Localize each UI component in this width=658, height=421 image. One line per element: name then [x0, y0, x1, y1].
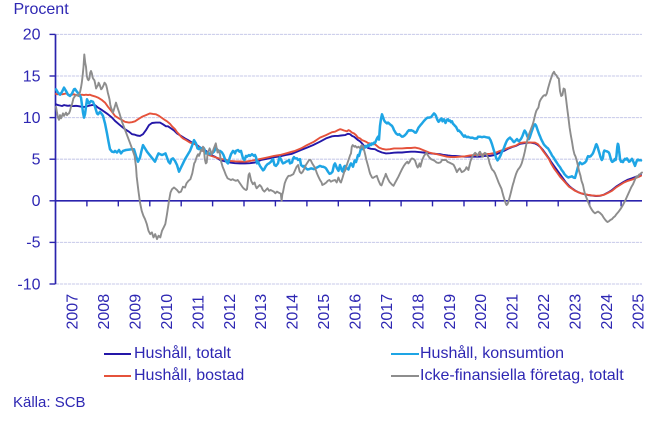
svg-text:2008: 2008	[96, 294, 113, 330]
svg-text:2013: 2013	[253, 294, 270, 330]
svg-text:2023: 2023	[567, 294, 584, 330]
svg-text:15: 15	[23, 68, 41, 85]
svg-text:2024: 2024	[599, 294, 616, 330]
svg-text:2018: 2018	[410, 294, 427, 330]
svg-text:20: 20	[23, 27, 41, 44]
svg-text:0: 0	[32, 193, 41, 210]
svg-text:10: 10	[23, 110, 41, 127]
svg-text:-5: -5	[26, 235, 40, 252]
svg-text:2010: 2010	[159, 294, 176, 330]
svg-text:2022: 2022	[536, 294, 553, 330]
svg-text:2014: 2014	[285, 294, 302, 330]
svg-text:2012: 2012	[222, 294, 239, 330]
svg-text:-10: -10	[17, 276, 40, 293]
svg-text:2015: 2015	[316, 294, 333, 330]
svg-text:2021: 2021	[505, 294, 522, 330]
svg-text:5: 5	[32, 152, 41, 169]
svg-text:2025: 2025	[630, 294, 647, 330]
svg-text:2017: 2017	[379, 294, 396, 330]
svg-text:2020: 2020	[473, 294, 490, 330]
svg-text:2011: 2011	[190, 295, 207, 330]
svg-text:2009: 2009	[128, 294, 145, 330]
svg-text:2007: 2007	[65, 294, 82, 330]
svg-text:2019: 2019	[442, 294, 459, 330]
svg-text:2016: 2016	[348, 294, 365, 330]
